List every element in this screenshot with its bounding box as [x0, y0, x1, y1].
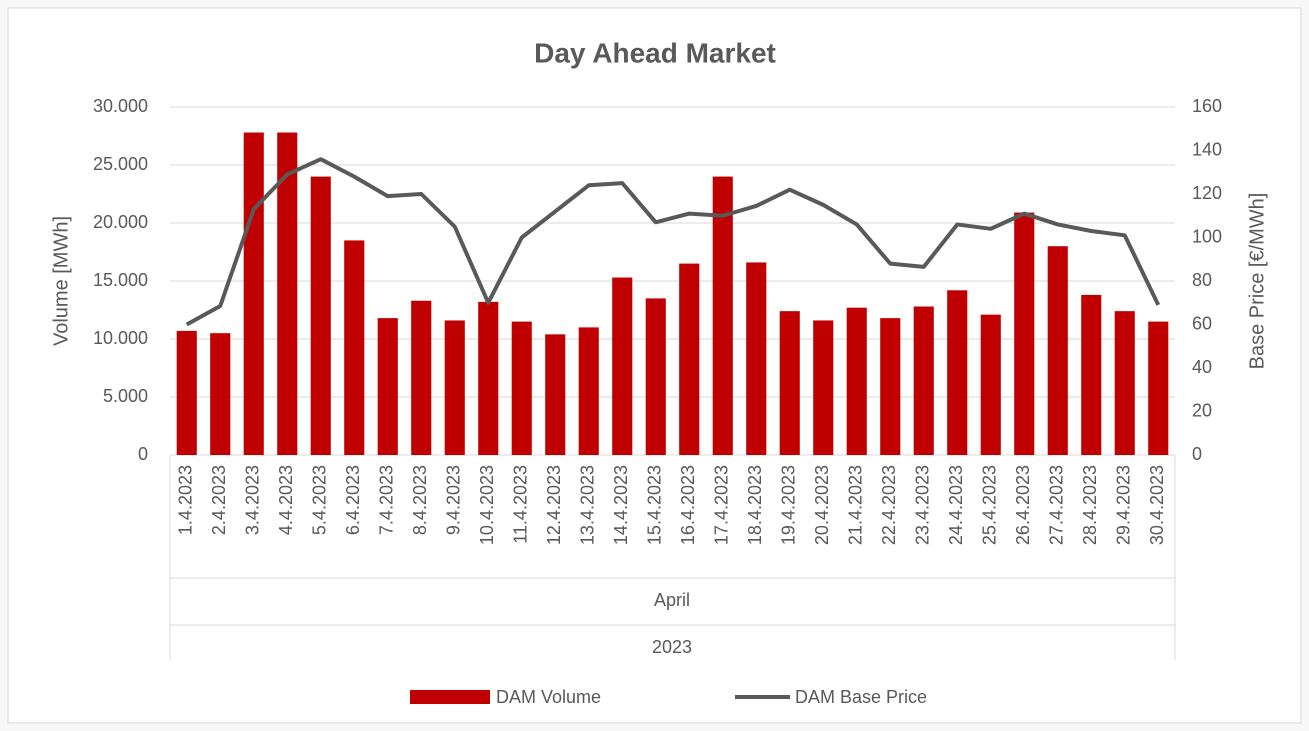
x-tick-label: 8.4.2023	[410, 465, 430, 535]
y-tick-label: 20.000	[93, 212, 148, 232]
y2-tick-label: 140	[1192, 139, 1222, 159]
x-tick-label: 7.4.2023	[377, 465, 397, 535]
x-tick-label: 30.4.2023	[1147, 465, 1167, 545]
x-tick-label: 25.4.2023	[980, 465, 1000, 545]
y-tick-label: 10.000	[93, 328, 148, 348]
bar	[445, 320, 465, 455]
bar	[311, 177, 331, 455]
y2-tick-label: 60	[1192, 313, 1212, 333]
x-group-label: April	[654, 590, 690, 610]
chart-title: Day Ahead Market	[534, 37, 776, 68]
y2-tick-label: 160	[1192, 96, 1222, 116]
y-axis-title: Volume [MWh]	[50, 216, 72, 346]
bar	[679, 264, 699, 455]
bar	[512, 322, 532, 455]
bar	[847, 308, 867, 455]
x-tick-label: 28.4.2023	[1080, 465, 1100, 545]
x-tick-label: 12.4.2023	[544, 465, 564, 545]
bar	[177, 331, 197, 455]
chart: Day Ahead Market Volume [MWh] Base Price…	[0, 0, 1309, 731]
x-tick-label: 15.4.2023	[645, 465, 665, 545]
bar	[1081, 295, 1101, 455]
y-tick-label: 25.000	[93, 154, 148, 174]
y2-tick-label: 40	[1192, 357, 1212, 377]
bar	[746, 262, 766, 455]
bar	[612, 278, 632, 455]
x-tick-label: 21.4.2023	[846, 465, 866, 545]
bar	[344, 240, 364, 455]
bar	[780, 311, 800, 455]
x-tick-label: 2.4.2023	[209, 465, 229, 535]
legend-label: DAM Volume	[496, 687, 601, 707]
x-tick-label: 11.4.2023	[511, 465, 531, 544]
x-tick-label: 10.4.2023	[477, 465, 497, 545]
x-tick-label: 17.4.2023	[712, 465, 732, 545]
x-tick-label: 4.4.2023	[276, 465, 296, 535]
y2-tick-label: 0	[1192, 444, 1202, 464]
bar	[713, 177, 733, 455]
bar	[579, 327, 599, 455]
bar	[880, 318, 900, 455]
bar	[914, 307, 934, 455]
x-tick-label: 5.4.2023	[310, 465, 330, 535]
y-tick-label: 15.000	[93, 270, 148, 290]
x-tick-label: 6.4.2023	[343, 465, 363, 535]
x-tick-label: 29.4.2023	[1114, 465, 1134, 545]
y-tick-label: 30.000	[93, 96, 148, 116]
x-tick-label: 9.4.2023	[444, 465, 464, 535]
bar	[1148, 322, 1168, 455]
y-tick-label: 5.000	[103, 386, 148, 406]
bar	[244, 133, 264, 455]
x-tick-label: 22.4.2023	[879, 465, 899, 545]
y2-tick-label: 120	[1192, 183, 1222, 203]
bar	[210, 333, 230, 455]
x-tick-label: 23.4.2023	[913, 465, 933, 545]
bar	[813, 320, 833, 455]
bar	[1048, 246, 1068, 455]
bar	[646, 298, 666, 455]
bar	[545, 334, 565, 455]
y2-axis-title: Base Price [€/MWh]	[1246, 193, 1268, 370]
x-tick-label: 16.4.2023	[678, 465, 698, 545]
y-tick-label: 0	[138, 444, 148, 464]
x-year-label: 2023	[652, 637, 692, 657]
bar	[947, 290, 967, 455]
y2-tick-label: 100	[1192, 226, 1222, 246]
x-tick-label: 19.4.2023	[779, 465, 799, 545]
bar	[378, 318, 398, 455]
bar	[411, 301, 431, 455]
x-tick-label: 1.4.2023	[176, 465, 196, 535]
x-tick-label: 24.4.2023	[946, 465, 966, 545]
legend-label: DAM Base Price	[795, 687, 927, 707]
bar	[981, 315, 1001, 455]
x-tick-label: 14.4.2023	[611, 465, 631, 545]
x-tick-label: 18.4.2023	[745, 465, 765, 545]
x-tick-label: 27.4.2023	[1047, 465, 1067, 545]
x-tick-label: 20.4.2023	[812, 465, 832, 545]
x-tick-label: 26.4.2023	[1013, 465, 1033, 545]
x-tick-label: 13.4.2023	[578, 465, 598, 545]
legend-swatch	[410, 690, 490, 704]
y2-tick-label: 20	[1192, 400, 1212, 420]
y2-tick-label: 80	[1192, 270, 1212, 290]
bar	[1115, 311, 1135, 455]
bar	[1014, 213, 1034, 455]
x-tick-label: 3.4.2023	[243, 465, 263, 535]
bar	[478, 302, 498, 455]
